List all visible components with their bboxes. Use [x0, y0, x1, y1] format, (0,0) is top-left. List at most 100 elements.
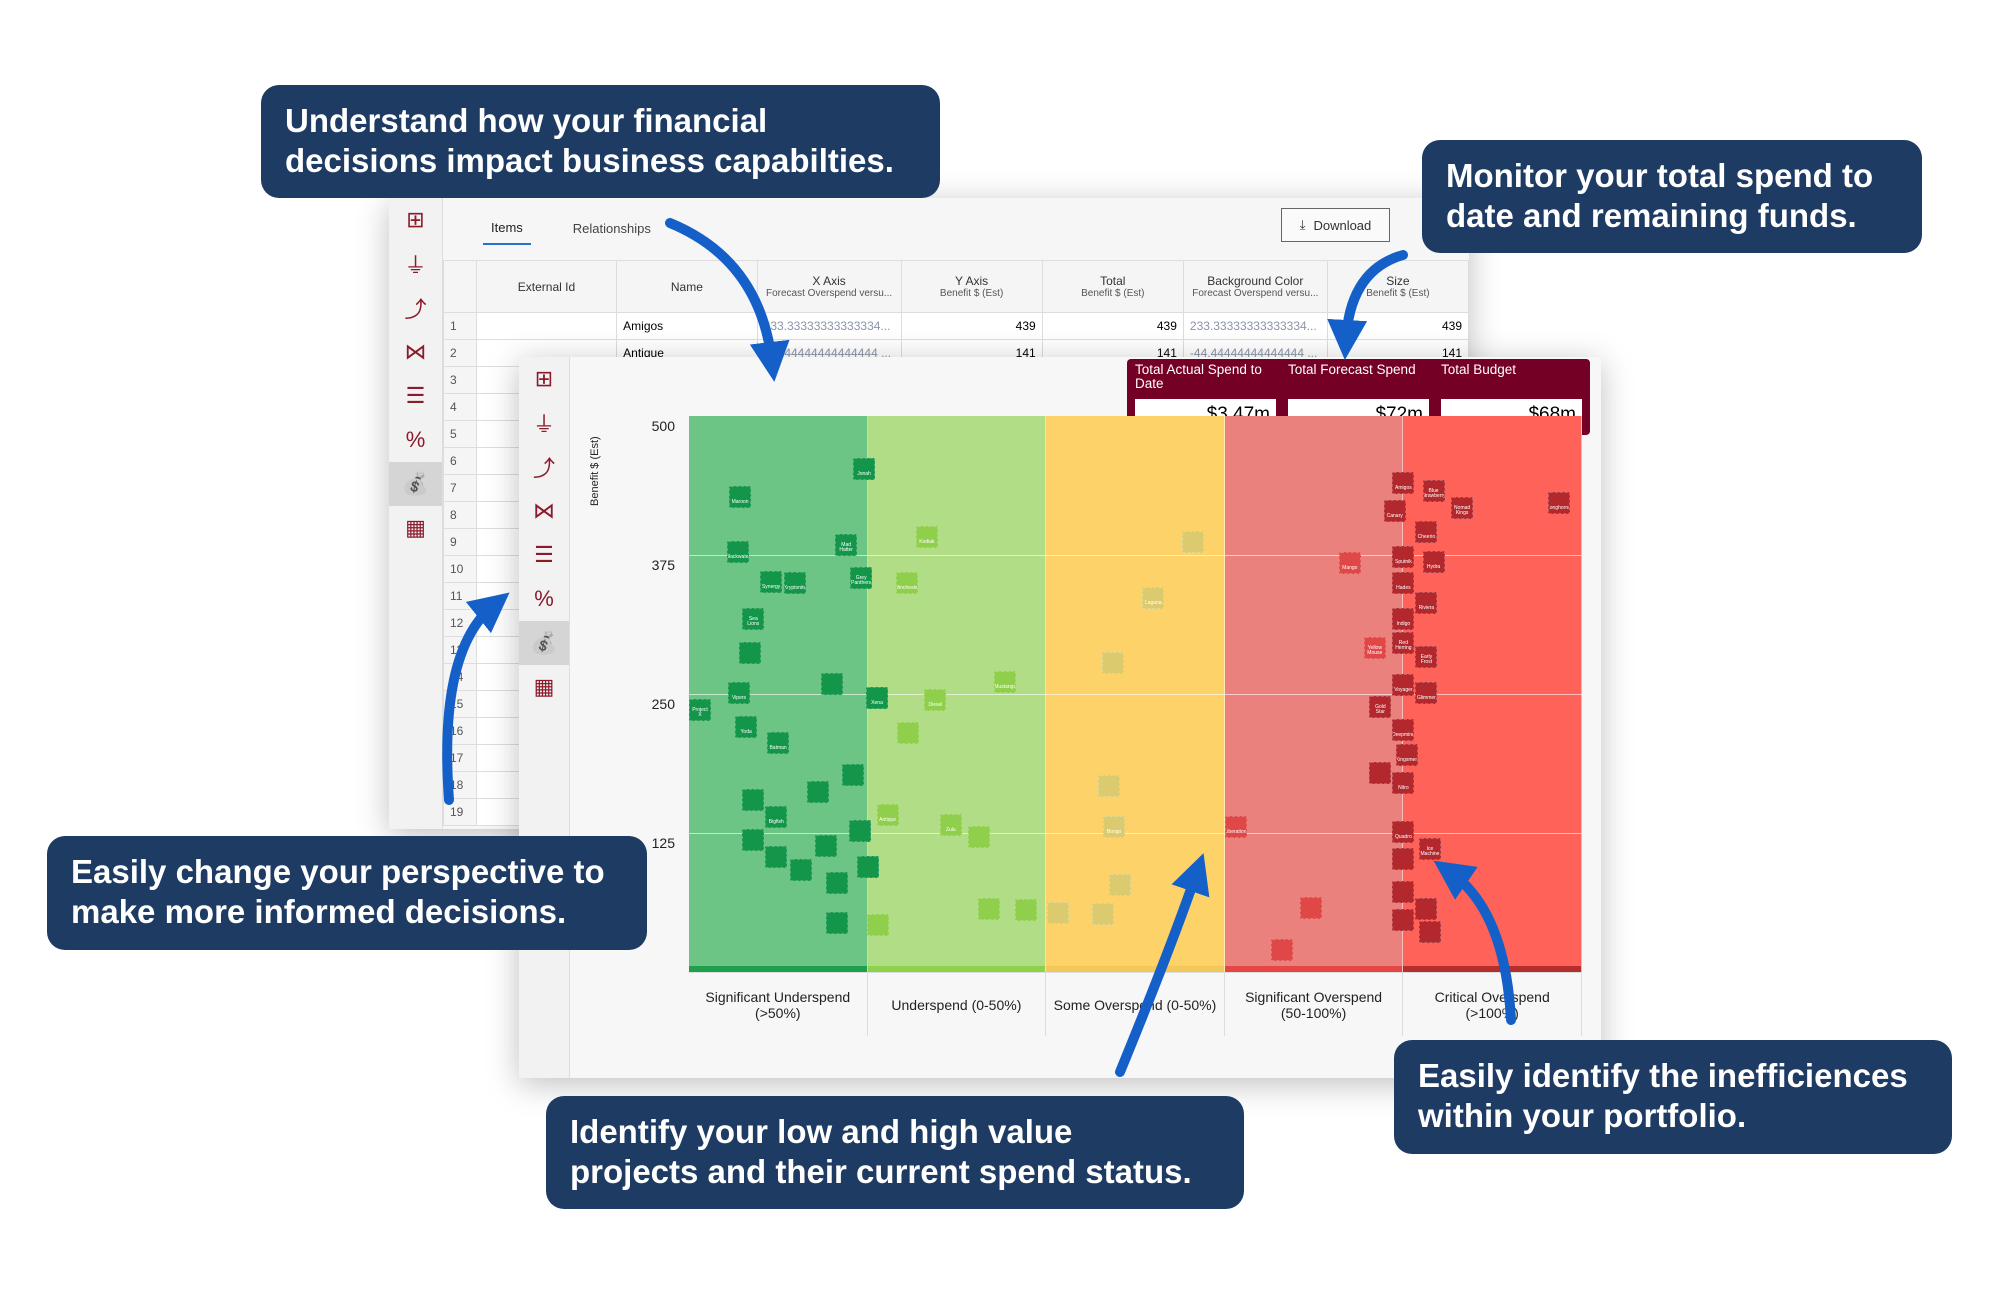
project-point[interactable]: [1392, 847, 1415, 870]
project-point[interactable]: Diesel: [924, 688, 947, 711]
project-point[interactable]: [849, 819, 872, 842]
project-point[interactable]: Blackwater: [726, 540, 749, 563]
project-point[interactable]: Project X: [689, 698, 711, 721]
project-point[interactable]: Laguna: [1142, 587, 1165, 610]
project-point[interactable]: Yellow Mouse: [1363, 637, 1386, 660]
table-icon[interactable]: ▦: [533, 674, 555, 699]
project-point[interactable]: [742, 828, 765, 851]
project-point[interactable]: Cheerio: [1415, 520, 1438, 543]
project-point[interactable]: [842, 764, 865, 787]
grid-plus-icon[interactable]: ⊞: [406, 207, 425, 232]
project-point[interactable]: Mango: [1338, 551, 1361, 574]
project-point[interactable]: Riviera: [1415, 591, 1438, 614]
project-point[interactable]: [815, 835, 838, 858]
project-point[interactable]: [896, 721, 919, 744]
project-point[interactable]: [867, 914, 890, 937]
column-header[interactable]: Y Axis Benefit $ (Est): [900, 260, 1043, 313]
table-cell[interactable]: Amigos: [616, 312, 758, 340]
project-point[interactable]: [826, 872, 849, 895]
project-point[interactable]: Sea Lions: [742, 608, 765, 631]
table-row[interactable]: 1 Amigos 233.33333333333334... 439 439 233.33…: [443, 312, 1470, 340]
column-header[interactable]: External Id: [475, 260, 618, 313]
project-point[interactable]: Deepmind: [1392, 718, 1415, 741]
gantt-icon[interactable]: ☰: [405, 383, 426, 408]
project-point[interactable]: Gold Star: [1369, 696, 1392, 719]
project-point[interactable]: [1415, 897, 1438, 920]
project-point[interactable]: Nitro: [1392, 771, 1415, 794]
project-point[interactable]: [765, 846, 788, 869]
project-point[interactable]: Bigfish: [765, 806, 788, 829]
project-point[interactable]: [1109, 874, 1132, 897]
project-point[interactable]: Yoda: [735, 716, 758, 739]
project-point[interactable]: Zulu: [939, 814, 962, 837]
project-point[interactable]: [1392, 908, 1415, 931]
grid-plus-icon[interactable]: ⊞: [534, 366, 554, 391]
project-point[interactable]: Synergy: [760, 570, 783, 593]
project-point[interactable]: Winchester: [895, 571, 918, 594]
table-icon[interactable]: ▦: [405, 515, 426, 540]
download-button[interactable]: ⤓ Download: [1281, 208, 1390, 242]
funnel-icon[interactable]: ⏚: [404, 253, 427, 278]
project-point[interactable]: [1270, 938, 1293, 961]
project-point[interactable]: Mad Hatter: [835, 533, 858, 556]
table-cell[interactable]: 439: [900, 312, 1043, 340]
project-point[interactable]: Xena: [866, 687, 889, 710]
project-point[interactable]: Liberation: [1224, 816, 1247, 839]
bowtie-icon[interactable]: ⋈: [533, 498, 555, 523]
project-point[interactable]: Bongo: [1103, 816, 1126, 839]
trend-line-icon[interactable]: ⤴: [404, 297, 427, 322]
funnel-icon[interactable]: ⏚: [532, 412, 555, 437]
project-point[interactable]: Batman: [767, 731, 790, 754]
project-point[interactable]: [1098, 775, 1121, 798]
project-point[interactable]: [742, 788, 765, 811]
percent-icon[interactable]: %: [534, 586, 554, 611]
project-point[interactable]: Kryptonite: [784, 571, 807, 594]
project-point[interactable]: [978, 897, 1001, 920]
project-point[interactable]: Jonah: [853, 458, 876, 481]
project-point[interactable]: Blue Strawberry: [1422, 479, 1445, 502]
project-point[interactable]: Maroon: [729, 486, 752, 509]
project-point[interactable]: [1101, 651, 1124, 674]
project-point[interactable]: Mustangs: [994, 670, 1017, 693]
project-point[interactable]: Glimmer: [1415, 681, 1438, 704]
column-header[interactable]: Total Benefit $ (Est): [1041, 260, 1184, 313]
gantt-icon[interactable]: ☰: [534, 542, 554, 567]
percent-icon[interactable]: %: [405, 427, 426, 452]
project-point[interactable]: [1418, 920, 1441, 943]
table-cell[interactable]: [475, 312, 618, 340]
project-point[interactable]: Indigo: [1392, 608, 1415, 631]
project-point[interactable]: Quadro: [1392, 820, 1415, 843]
column-header[interactable]: Name: [616, 260, 758, 313]
project-point[interactable]: [738, 641, 761, 664]
project-point[interactable]: Voyager: [1392, 674, 1415, 697]
project-point[interactable]: [1015, 898, 1038, 921]
project-point[interactable]: Vipers: [728, 681, 750, 704]
project-point[interactable]: Grey Panthers: [850, 567, 873, 590]
project-point[interactable]: Nomad Kings: [1451, 497, 1474, 520]
table-cell[interactable]: 233.33333333333334...: [756, 312, 902, 340]
project-point[interactable]: [1392, 880, 1415, 903]
project-point[interactable]: Red Herring: [1392, 631, 1415, 654]
trend-line-icon[interactable]: ⤴: [532, 456, 555, 481]
project-point[interactable]: Ice Machine: [1418, 837, 1441, 860]
project-point[interactable]: Amigos: [1392, 471, 1415, 494]
project-point[interactable]: [1369, 761, 1392, 784]
project-point[interactable]: Canary: [1383, 499, 1406, 522]
bowtie-icon[interactable]: ⋈: [404, 339, 427, 364]
project-point[interactable]: [1046, 902, 1069, 925]
tab-items[interactable]: Items: [483, 212, 531, 245]
column-header[interactable]: X Axis Forecast Overspend versu...: [756, 260, 902, 313]
table-cell[interactable]: 233.33333333333334...: [1182, 312, 1328, 340]
project-point[interactable]: [820, 672, 843, 695]
project-point[interactable]: Kingsmen: [1395, 744, 1418, 767]
column-header[interactable]: Size Benefit $ (Est): [1326, 260, 1470, 313]
project-point[interactable]: Kodiak: [915, 526, 938, 549]
project-point[interactable]: Antique: [876, 804, 899, 827]
project-point[interactable]: [1181, 530, 1204, 553]
project-point[interactable]: [806, 780, 829, 803]
tab-relationships[interactable]: Relationships: [572, 220, 651, 236]
project-point[interactable]: Hydra: [1422, 550, 1445, 573]
project-point[interactable]: Sputnik: [1392, 546, 1415, 569]
table-cell[interactable]: 439: [1041, 312, 1184, 340]
project-point[interactable]: [968, 826, 991, 849]
